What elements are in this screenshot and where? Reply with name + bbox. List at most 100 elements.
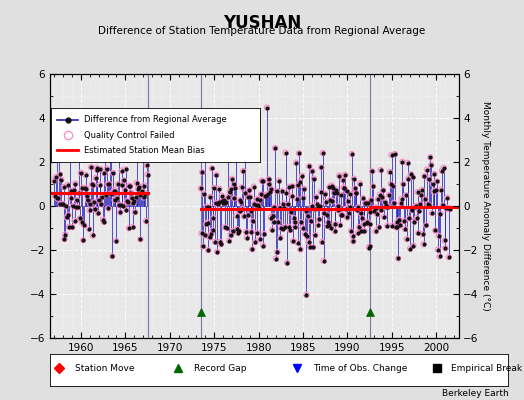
Point: [398, 158, 407, 165]
Point: [239, 168, 247, 174]
Point: [437, 186, 445, 193]
Point: [98, 194, 106, 200]
Point: [78, 184, 86, 191]
Text: Difference of Station Temperature Data from Regional Average: Difference of Station Temperature Data f…: [99, 26, 425, 36]
Point: [383, 202, 391, 208]
Point: [327, 224, 335, 231]
Point: [143, 162, 151, 168]
Point: [410, 218, 419, 225]
Point: [208, 165, 216, 172]
Point: [278, 188, 286, 194]
Point: [215, 186, 224, 192]
Point: [87, 164, 95, 170]
Point: [393, 218, 401, 225]
Point: [416, 201, 424, 207]
Text: Quality Control Failed: Quality Control Failed: [84, 130, 175, 140]
Point: [211, 238, 219, 245]
Point: [59, 184, 68, 190]
Point: [418, 187, 426, 193]
Point: [264, 176, 272, 182]
Point: [251, 239, 259, 245]
Point: [139, 130, 147, 136]
Point: [363, 220, 371, 226]
Point: [140, 182, 149, 189]
Point: [347, 151, 356, 157]
Point: [269, 219, 278, 225]
Point: [285, 184, 293, 190]
Point: [306, 244, 314, 250]
Point: [93, 167, 102, 174]
Point: [136, 192, 144, 198]
Point: [404, 175, 412, 182]
Point: [129, 200, 138, 206]
Point: [138, 188, 146, 194]
Point: [281, 223, 289, 230]
Point: [128, 195, 136, 202]
Point: [421, 196, 429, 202]
Point: [392, 224, 401, 231]
Point: [68, 224, 77, 230]
Point: [248, 246, 256, 252]
Point: [102, 191, 110, 198]
Point: [368, 168, 376, 174]
Point: [387, 181, 395, 187]
Point: [363, 220, 371, 226]
Point: [228, 176, 236, 182]
Point: [417, 192, 425, 198]
Point: [246, 194, 254, 200]
Point: [411, 204, 419, 210]
Point: [283, 201, 292, 208]
Point: [238, 206, 247, 212]
Point: [100, 170, 108, 176]
Point: [269, 219, 278, 225]
Point: [359, 195, 367, 202]
Point: [131, 209, 139, 216]
Point: [390, 200, 398, 206]
Point: [241, 134, 249, 141]
Point: [331, 228, 339, 234]
Point: [353, 206, 361, 213]
Point: [375, 224, 383, 230]
Point: [359, 221, 368, 227]
Point: [260, 231, 268, 237]
Point: [443, 195, 451, 201]
Point: [105, 181, 113, 187]
Point: [404, 175, 412, 182]
Point: [203, 204, 211, 210]
Point: [212, 172, 221, 178]
Point: [198, 169, 206, 176]
Point: [322, 222, 331, 229]
Point: [443, 195, 451, 201]
Point: [118, 182, 127, 188]
Point: [427, 162, 435, 168]
Point: [235, 208, 244, 214]
Point: [274, 218, 282, 225]
Point: [394, 255, 402, 262]
Point: [314, 204, 323, 211]
Point: [199, 243, 208, 250]
Point: [246, 194, 254, 200]
Point: [298, 173, 306, 179]
Point: [397, 196, 406, 202]
Point: [414, 230, 423, 236]
Point: [90, 199, 99, 205]
Point: [369, 183, 377, 190]
Point: [296, 179, 304, 185]
Point: [68, 224, 77, 230]
Point: [337, 212, 346, 218]
Point: [247, 228, 256, 235]
Point: [324, 222, 333, 228]
Point: [441, 245, 450, 252]
Point: [252, 202, 260, 208]
Point: [198, 230, 206, 236]
Point: [408, 207, 416, 213]
Point: [70, 187, 78, 193]
Point: [326, 197, 334, 203]
Point: [271, 145, 279, 151]
Point: [440, 237, 449, 244]
Point: [255, 236, 264, 243]
Point: [436, 210, 444, 217]
Point: [67, 195, 75, 202]
Point: [267, 186, 276, 192]
Point: [325, 184, 334, 190]
